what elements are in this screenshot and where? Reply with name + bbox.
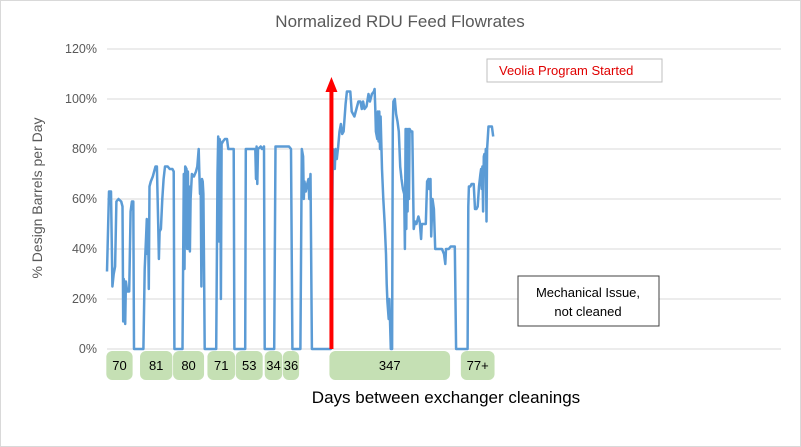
x-axis-title: Days between exchanger cleanings — [312, 388, 580, 407]
segment-label: 34 — [266, 358, 280, 373]
y-tick-label: 120% — [65, 42, 97, 56]
segment-label: 36 — [284, 358, 298, 373]
segment-label: 70 — [112, 358, 126, 373]
segment-pill — [329, 351, 451, 380]
segment-pill — [140, 351, 173, 380]
segment-pill — [106, 351, 133, 380]
y-tick-label: 60% — [72, 192, 97, 206]
program-start-label: Veolia Program Started — [499, 63, 633, 78]
mechanical-issue-callout-line-1: Mechanical Issue, — [536, 285, 640, 300]
segment-pill — [460, 351, 495, 380]
y-tick-label: 0% — [79, 342, 97, 356]
segment-label: 81 — [149, 358, 163, 373]
segment-pill — [173, 351, 205, 380]
segment-label: 71 — [214, 358, 228, 373]
y-tick-label: 100% — [65, 92, 97, 106]
mechanical-issue-callout-line-2: not cleaned — [554, 304, 621, 319]
segment-pill — [264, 351, 283, 380]
y-axis-ticks: 0% 20% 40% 60% 80% 100% 120% — [65, 42, 97, 356]
chart-title: Normalized RDU Feed Flowrates — [275, 12, 524, 31]
segment-label: 347 — [379, 358, 401, 373]
flowrate-line — [105, 87, 495, 351]
mechanical-issue-callout-box — [517, 275, 660, 327]
segment-pill — [207, 351, 236, 380]
segment-label: 53 — [242, 358, 256, 373]
segment-pill — [235, 351, 263, 380]
y-tick-label: 80% — [72, 142, 97, 156]
program-start-label-box — [486, 58, 663, 83]
y-tick-label: 20% — [72, 292, 97, 306]
segment-label: 80 — [181, 358, 195, 373]
y-axis-title: % Design Barrels per Day — [29, 117, 45, 278]
segment-pill — [282, 351, 300, 380]
program-start-arrow-head — [325, 77, 338, 92]
program-start-arrow — [325, 77, 338, 349]
y-tick-label: 40% — [72, 242, 97, 256]
cleaning-segments: 70 81 80 71 53 34 36 347 77+ — [106, 351, 495, 380]
segment-label: 77+ — [467, 358, 489, 373]
gridlines — [107, 48, 781, 350]
